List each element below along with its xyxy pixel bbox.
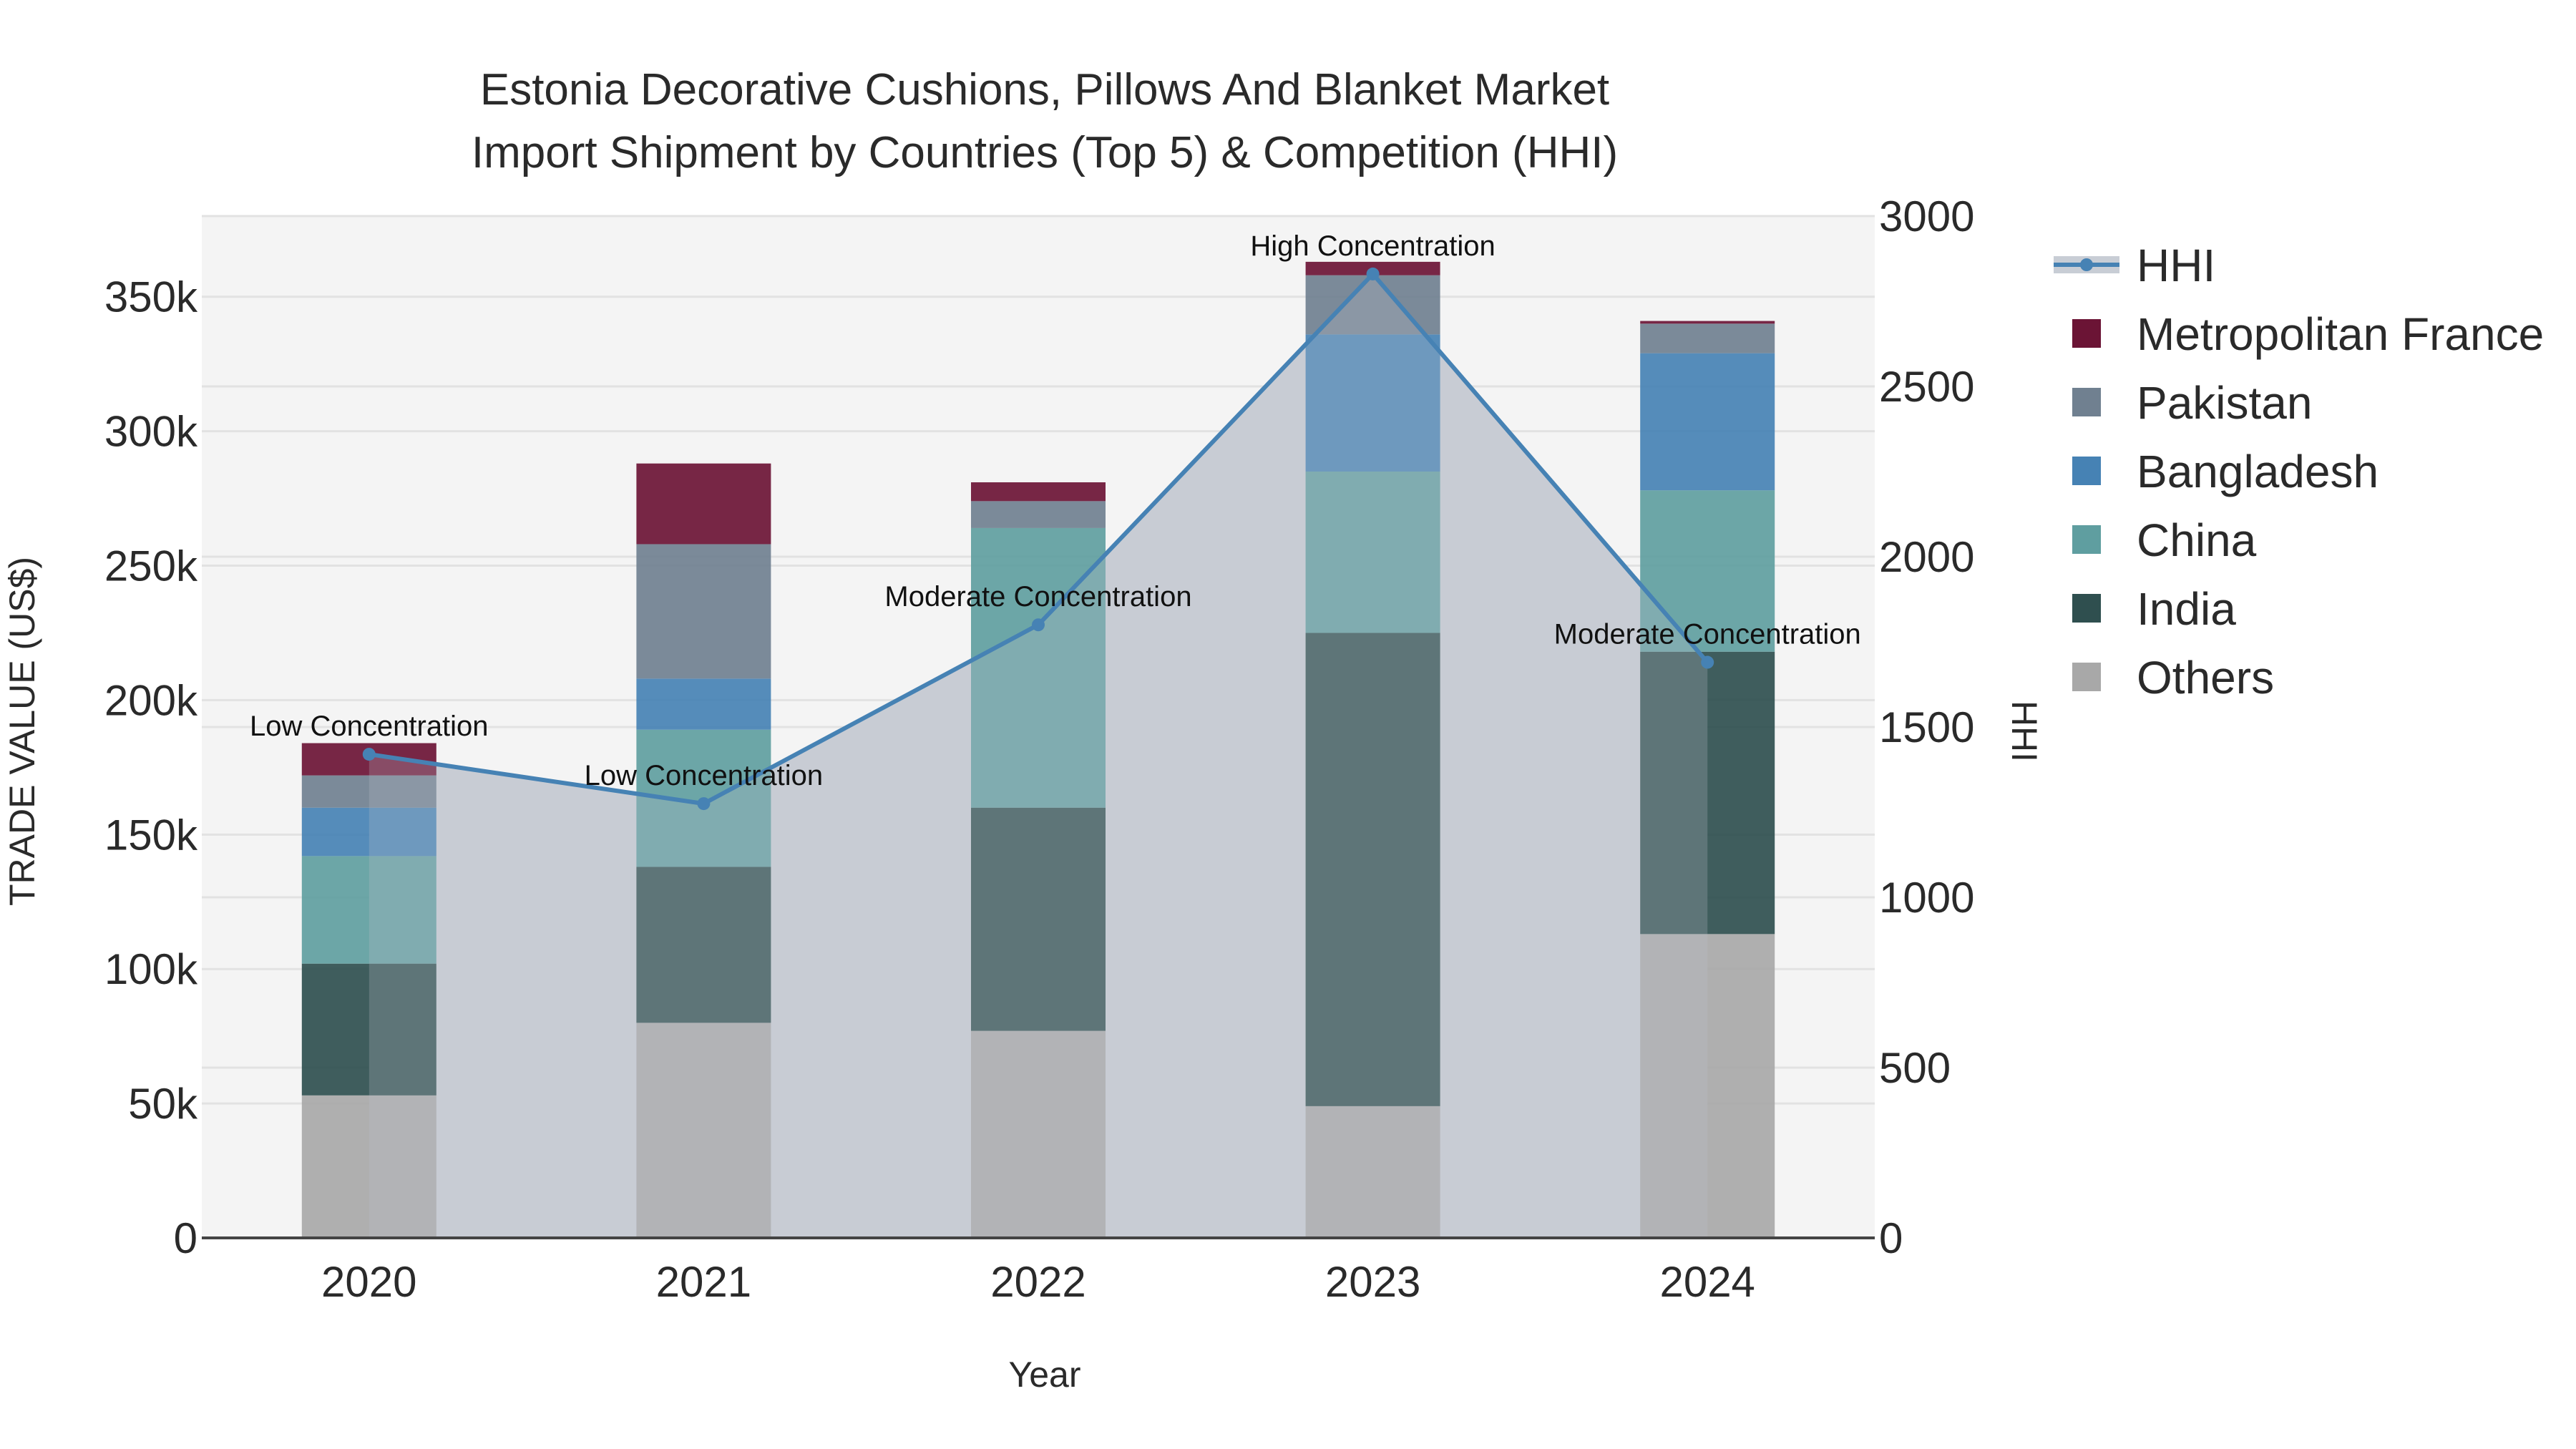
y2-tick-label: 1000 (1879, 874, 1974, 922)
y-tick-label: 50k (128, 1080, 198, 1128)
y2-tick-label: 0 (1879, 1214, 1903, 1262)
hhi-annotation-2023: High Concentration (1250, 230, 1495, 262)
x-tick-label: 2023 (1325, 1258, 1420, 1306)
hhi-point-2021 (697, 797, 711, 811)
y-tick-label: 250k (104, 542, 198, 590)
legend-label: Others (2137, 652, 2274, 703)
legend: HHI Metropolitan France Pakistan Bangladesh… (2054, 240, 2544, 703)
x-tick-label: 2020 (321, 1258, 416, 1306)
bar-bangladesh-2021 (636, 678, 771, 730)
legend-item-india: India (2072, 583, 2236, 635)
hhi-point-2020 (362, 748, 376, 761)
bar-india-2022 (971, 807, 1106, 1031)
legend-item-china: China (2072, 514, 2257, 566)
legend-item-bangladesh: Bangladesh (2072, 446, 2379, 497)
hhi-point-2024 (1701, 655, 1714, 669)
bar-bangladesh-2023 (1305, 334, 1440, 472)
chart-title: Estonia Decorative Cushions, Pillows And… (480, 65, 1609, 114)
legend-item-others: Others (2072, 652, 2274, 703)
bar-others-2024 (1640, 934, 1775, 1238)
legend-label: HHI (2137, 240, 2215, 291)
bar-pakistan-2022 (971, 501, 1106, 528)
bar-china-2023 (1305, 472, 1440, 633)
hhi-annotation-2020: Low Concentration (250, 711, 489, 742)
y-tick-label: 0 (174, 1214, 197, 1262)
y2-axis-title: HHI (2004, 701, 2044, 762)
hhi-annotation-2022: Moderate Concentration (884, 581, 1191, 613)
bar-others-2020 (301, 1095, 436, 1238)
legend-hhi-marker (2080, 258, 2093, 271)
bar-metropolitan-france-2024 (1640, 321, 1775, 324)
x-tick-label: 2021 (656, 1258, 751, 1306)
legend-label: Metropolitan France (2137, 308, 2544, 360)
bar-india-2023 (1305, 633, 1440, 1106)
hhi-annotation-2024: Moderate Concentration (1554, 619, 1861, 650)
legend-swatch (2072, 388, 2101, 416)
bar-china-2022 (971, 527, 1106, 808)
bar-others-2023 (1305, 1106, 1440, 1238)
y2-tick-label: 2000 (1879, 533, 1974, 581)
legend-swatch (2072, 457, 2101, 485)
y-tick-label: 300k (104, 408, 198, 456)
bar-india-2021 (636, 867, 771, 1023)
legend-item-pakistan: Pakistan (2072, 377, 2312, 429)
legend-item-hhi: HHI (2054, 240, 2215, 291)
y2-tick-label: 500 (1879, 1044, 1951, 1092)
y2-tick-label: 1500 (1879, 703, 1974, 751)
bar-bangladesh-2020 (301, 807, 436, 857)
y2-tick-label: 2500 (1879, 363, 1974, 411)
y-tick-label: 150k (104, 811, 198, 859)
bar-india-2020 (301, 963, 436, 1096)
y-tick-label: 200k (104, 676, 198, 724)
legend-swatch (2072, 319, 2101, 348)
hhi-point-2022 (1032, 618, 1045, 632)
bar-pakistan-2024 (1640, 323, 1775, 353)
plot-area: Low Concentration Low Concentration Modera… (104, 192, 1975, 1306)
hhi-area-overlay (369, 273, 1708, 1238)
chart-subtitle: Import Shipment by Countries (Top 5) & C… (472, 128, 1618, 177)
bar-others-2022 (971, 1030, 1106, 1238)
x-tick-label: 2022 (990, 1258, 1085, 1306)
bar-pakistan-2021 (636, 544, 771, 679)
legend-label: India (2137, 583, 2236, 635)
bar-pakistan-2020 (301, 775, 436, 808)
hhi-annotation-2021: Low Concentration (585, 760, 824, 791)
legend-swatch (2072, 594, 2101, 623)
x-axis-title: Year (1008, 1355, 1080, 1395)
y2-tick-label: 3000 (1879, 192, 1974, 240)
bar-bangladesh-2024 (1640, 353, 1775, 491)
y-tick-label: 100k (104, 945, 198, 993)
y-tick-label: 350k (104, 273, 198, 321)
y-axis-title: TRADE VALUE (US$) (2, 557, 42, 906)
hhi-point-2023 (1366, 267, 1380, 280)
bar-others-2021 (636, 1023, 771, 1238)
legend-swatch (2072, 525, 2101, 554)
legend-swatch (2072, 663, 2101, 691)
legend-label: China (2137, 514, 2257, 566)
x-tick-label: 2024 (1659, 1258, 1755, 1306)
bar-china-2024 (1640, 490, 1775, 652)
legend-label: Bangladesh (2137, 446, 2379, 497)
bar-metropolitan-france-2021 (636, 463, 771, 545)
legend-label: Pakistan (2137, 377, 2312, 429)
legend-item-metropolitan-france: Metropolitan France (2072, 308, 2544, 360)
bar-china-2020 (301, 856, 436, 964)
bar-india-2024 (1640, 651, 1775, 935)
bar-metropolitan-france-2022 (971, 482, 1106, 502)
